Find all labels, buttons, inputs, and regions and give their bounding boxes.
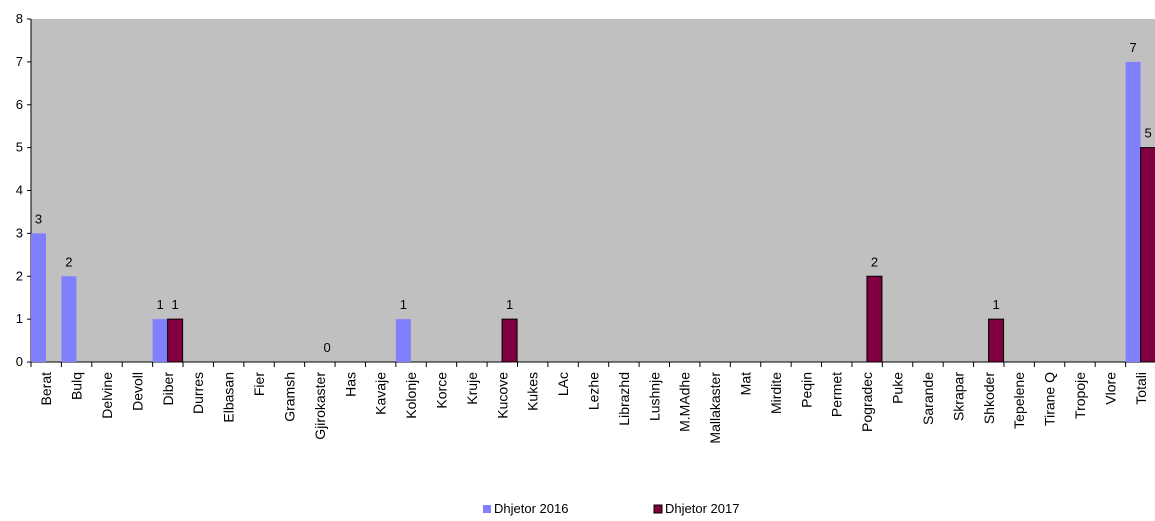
category-label: Berat xyxy=(38,372,54,406)
y-axis: 0 1 2 3 4 5 6 7 8 xyxy=(16,11,32,369)
x-axis xyxy=(30,361,1155,367)
category-label: M.MAdhe xyxy=(677,372,693,432)
y-tick-label: 1 xyxy=(16,311,23,326)
category-label: Peqin xyxy=(798,372,814,408)
data-label: 1 xyxy=(172,297,179,312)
category-label: Lezhe xyxy=(586,372,602,410)
data-label: 2 xyxy=(871,254,878,269)
category-label: Fier xyxy=(251,372,267,396)
category-label: Kukes xyxy=(525,372,541,411)
bar-2016-kolonje xyxy=(395,319,411,362)
category-label: Tirane Q xyxy=(1042,372,1058,426)
category-label: Sarande xyxy=(920,372,936,425)
category-label: Mirdite xyxy=(768,372,784,414)
bars xyxy=(31,61,1155,363)
legend-swatch xyxy=(653,504,663,514)
data-label: 2 xyxy=(65,254,72,269)
category-label: Tropoje xyxy=(1072,372,1088,419)
y-tick-label: 2 xyxy=(16,268,23,283)
category-label: Elbasan xyxy=(221,372,237,423)
legend-label: Dhjetor 2016 xyxy=(494,501,568,516)
category-label: Puke xyxy=(890,372,906,404)
category-label: Shkoder xyxy=(981,372,997,424)
y-tick-label: 6 xyxy=(16,97,23,112)
bar-2017-pogradec xyxy=(866,275,883,363)
y-tick-label: 7 xyxy=(16,54,23,69)
bar-2016-totali xyxy=(1125,61,1141,362)
bar-2016-diber xyxy=(152,319,168,362)
category-label: Kolonje xyxy=(403,372,419,419)
data-label: 3 xyxy=(35,211,42,226)
data-label: 1 xyxy=(992,297,999,312)
category-label: Gramsh xyxy=(281,372,297,422)
category-label: Devoll xyxy=(129,372,145,411)
data-label: 5 xyxy=(1144,126,1151,141)
category-label: Kruje xyxy=(464,372,480,405)
legend: Dhjetor 2016 Dhjetor 2017 xyxy=(483,501,739,516)
bar-2017-totali xyxy=(1140,147,1155,363)
category-label: Skrapar xyxy=(950,372,966,421)
category-label: Lushnje xyxy=(646,372,662,421)
y-tick-label: 4 xyxy=(16,183,23,198)
category-label: Mat xyxy=(738,372,754,395)
y-tick-label: 0 xyxy=(16,354,23,369)
bar-2016-berat xyxy=(31,233,46,362)
category-label: Diber xyxy=(160,372,176,406)
y-tick-label: 5 xyxy=(16,140,23,155)
plot-area xyxy=(31,19,1155,362)
category-label: Vlore xyxy=(1102,372,1118,405)
category-label: Durres xyxy=(190,372,206,414)
category-label: Mallakaster xyxy=(707,372,723,444)
category-label: Kavaje xyxy=(373,372,389,415)
data-label: 1 xyxy=(400,297,407,312)
y-tick-label: 3 xyxy=(16,225,23,240)
category-label: Tepelene xyxy=(1011,372,1027,429)
category-label: Totali xyxy=(1133,372,1149,405)
legend-label: Dhjetor 2017 xyxy=(665,501,739,516)
category-label: Gjirokaster xyxy=(312,372,328,440)
category-label: Has xyxy=(342,372,358,397)
legend-swatch xyxy=(483,505,491,513)
category-label: Bulq xyxy=(69,372,85,400)
bar-2017-shkoder xyxy=(988,318,1005,363)
category-label: Delvine xyxy=(99,372,115,419)
y-tick-label: 8 xyxy=(16,11,23,26)
category-label: Permet xyxy=(829,372,845,417)
bar-2017-diber xyxy=(167,318,184,363)
data-label: 7 xyxy=(1129,40,1136,55)
bar-2016-bulq xyxy=(61,276,77,362)
data-label: 1 xyxy=(506,297,513,312)
category-labels: Berat Bulq Delvine Devoll Diber Durres Elbasan… xyxy=(38,372,1149,444)
category-label: Korce xyxy=(433,372,449,409)
category-label: Pogradec xyxy=(859,372,875,432)
category-label: Kucove xyxy=(494,372,510,419)
data-label: 0 xyxy=(324,340,331,355)
bar-2017-kucove xyxy=(501,318,518,363)
category-label: Librazhd xyxy=(616,372,632,426)
category-label: LAc xyxy=(555,372,571,396)
data-label: 1 xyxy=(157,297,164,312)
